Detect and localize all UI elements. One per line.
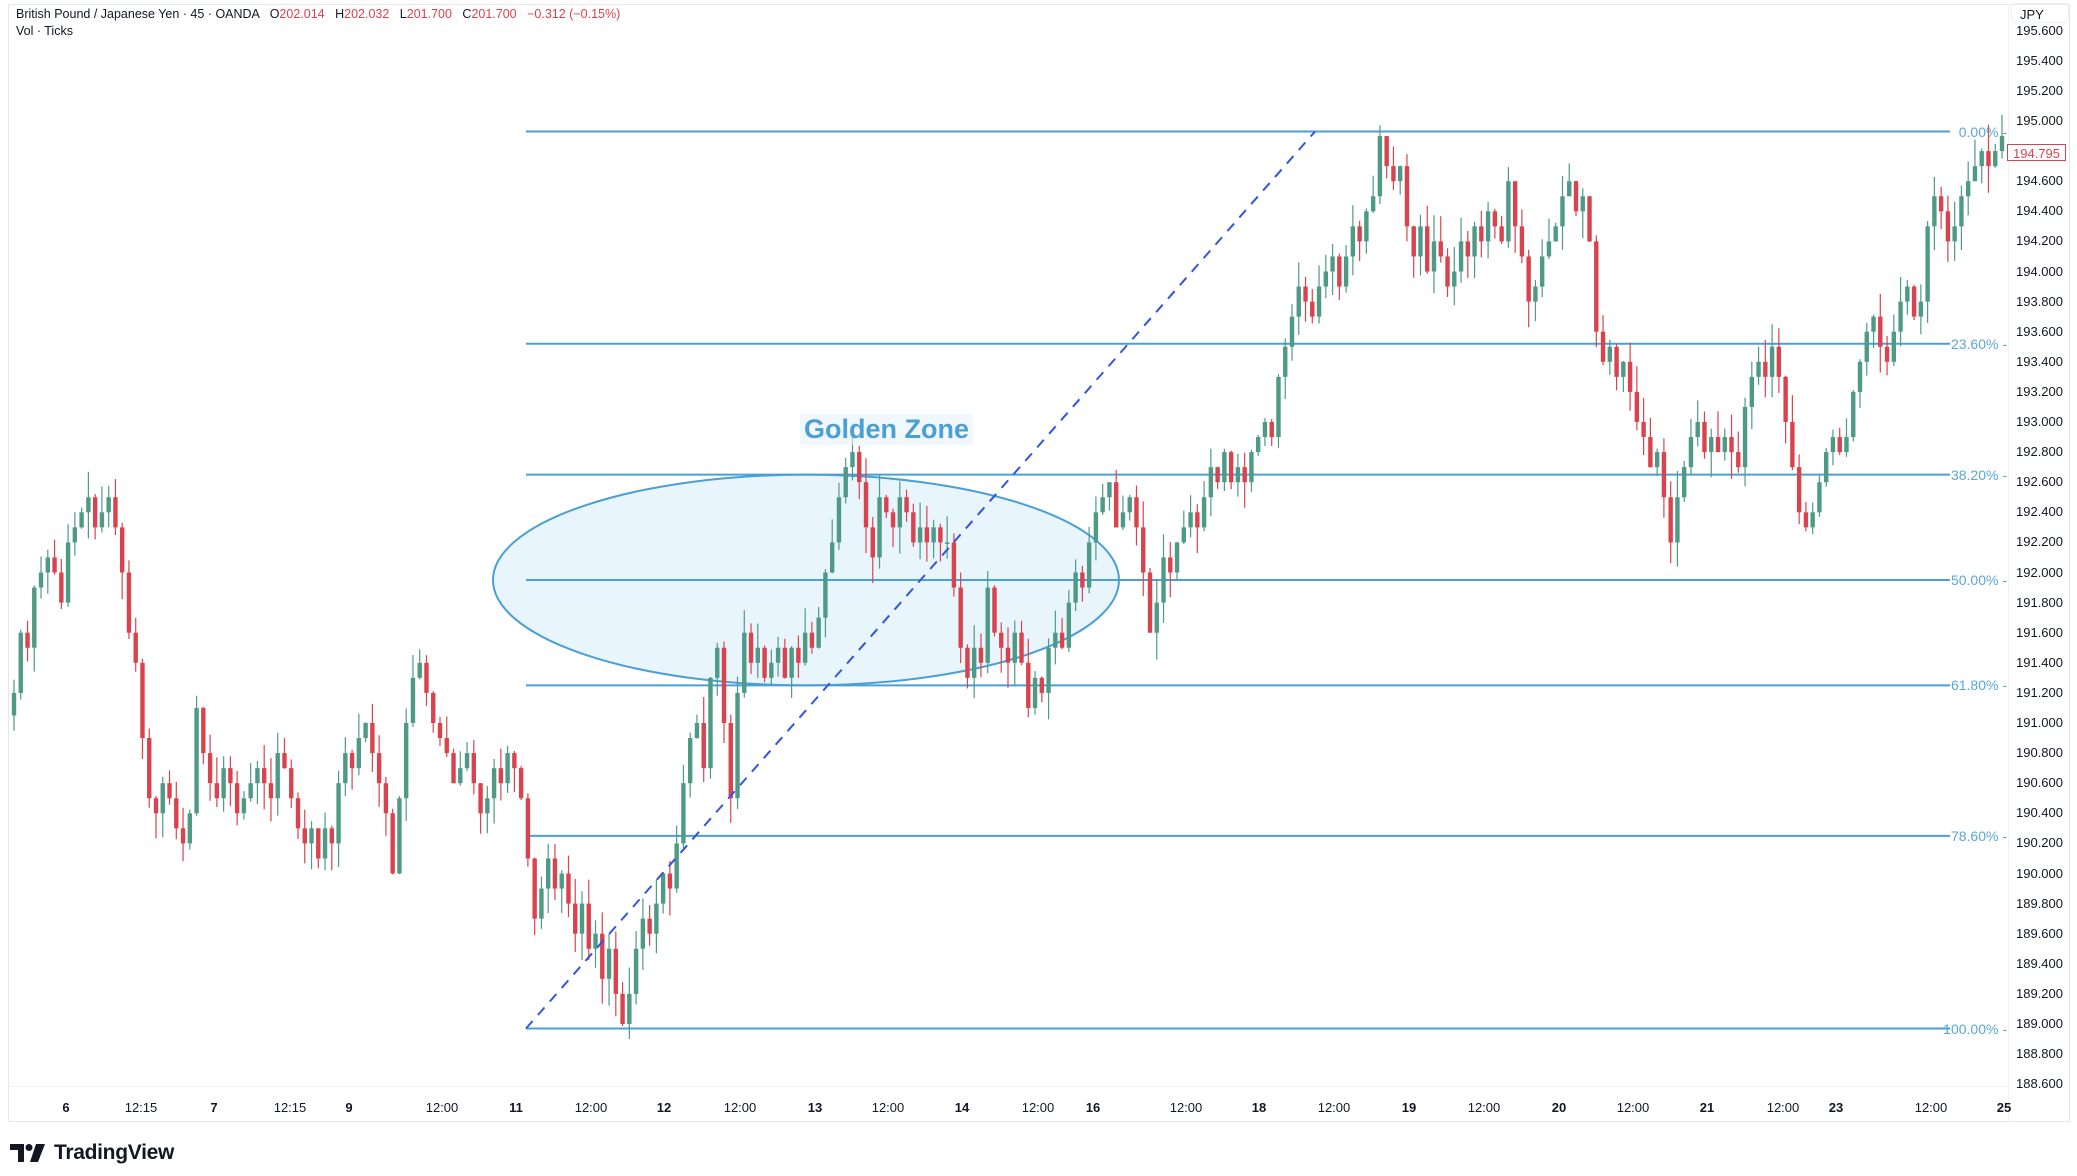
time-tick: 20 [1551, 1100, 1567, 1115]
change-value: −0.312 (−0.15%) [527, 7, 621, 21]
time-tick: 16 [1085, 1100, 1101, 1115]
time-tick: 12:00 [871, 1100, 905, 1115]
price-tick: 190.200 [2016, 835, 2063, 851]
price-axis-separator [2008, 4, 2009, 1122]
price-tick: 195.600 [2016, 22, 2063, 38]
price-tick: 194.600 [2016, 173, 2063, 189]
fib-level-label: 23.60% - [1950, 335, 2007, 352]
price-tick: 195.000 [2016, 113, 2063, 128]
price-tick: 192.200 [2016, 534, 2063, 550]
time-tick: 12:00 [1766, 1100, 1800, 1115]
time-tick: 19 [1401, 1100, 1417, 1115]
price-tick: 190.600 [2016, 775, 2063, 791]
time-tick: 12 [656, 1100, 672, 1115]
price-tick: 192.600 [2016, 474, 2063, 490]
time-tick: 12:00 [1914, 1100, 1948, 1115]
low-value: 201.700 [406, 7, 452, 21]
price-tick: 194.400 [2016, 203, 2063, 219]
price-tick: 193.200 [2016, 383, 2063, 399]
symbol-line: British Pound / Japanese Yen · 45 · OAND… [16, 6, 620, 23]
low-label: L [399, 7, 407, 21]
price-tick: 189.200 [2016, 985, 2063, 1001]
time-tick: 12:00 [425, 1100, 459, 1115]
time-tick: 12:00 [1467, 1100, 1501, 1115]
price-tick: 191.000 [2016, 715, 2063, 730]
high-value: 202.032 [344, 7, 390, 21]
time-tick: 25 [1996, 1100, 2012, 1115]
last-price-tag: 194.795 [2007, 144, 2066, 161]
time-tick: 12:00 [723, 1100, 757, 1115]
time-tick: 12:00 [1317, 1100, 1351, 1115]
fib-level-label: 38.20% - [1950, 466, 2007, 483]
price-tick: 192.800 [2016, 444, 2063, 460]
candles [11, 114, 2005, 1040]
tradingview-logo-icon [10, 1144, 45, 1162]
price-tick: 195.200 [2016, 82, 2063, 98]
fib-level-label: 0.00% - [1958, 123, 2007, 140]
price-tick: 194.200 [2016, 233, 2063, 249]
currency-selector[interactable]: JPY [2011, 3, 2069, 23]
price-tick: 192.000 [2016, 564, 2063, 580]
price-tick: 189.800 [2016, 895, 2063, 911]
price-tick: 188.600 [2016, 1076, 2063, 1092]
time-tick: 13 [807, 1100, 823, 1115]
time-tick: 12:00 [574, 1100, 608, 1115]
time-tick: 12:00 [1616, 1100, 1650, 1115]
volume-indicator-label[interactable]: Vol · Ticks [16, 24, 73, 38]
price-tick: 193.800 [2016, 293, 2063, 309]
time-tick: 14 [954, 1100, 970, 1115]
chart-frame [8, 4, 2070, 1122]
price-tick: 190.800 [2016, 745, 2063, 761]
time-tick: 18 [1251, 1100, 1267, 1115]
time-tick: 12:00 [1169, 1100, 1203, 1115]
price-tick: 193.600 [2016, 323, 2063, 339]
close-label: C [462, 7, 472, 21]
open-label: O [269, 7, 280, 21]
tradingview-logo[interactable]: TradingView [10, 1141, 174, 1165]
time-tick: 7 [210, 1100, 218, 1115]
price-tick: 189.600 [2016, 925, 2063, 941]
price-tick: 191.200 [2016, 684, 2063, 700]
time-tick: 12:00 [1021, 1100, 1055, 1115]
time-tick: 6 [62, 1100, 70, 1115]
golden-zone-label[interactable]: Golden Zone [800, 414, 973, 445]
high-label: H [335, 7, 345, 21]
time-tick: 11 [509, 1100, 523, 1115]
price-tick: 191.800 [2016, 594, 2063, 610]
price-tick: 191.400 [2016, 654, 2063, 670]
time-tick: 9 [345, 1100, 353, 1115]
fibonacci-retracement[interactable] [526, 130, 1950, 1030]
price-tick: 191.600 [2016, 624, 2063, 640]
price-tick: 194.000 [2016, 263, 2063, 279]
price-tick: 190.000 [2016, 865, 2063, 881]
fib-level-label: 78.60% - [1950, 827, 2007, 844]
price-tick: 190.400 [2016, 805, 2063, 821]
price-tick: 192.400 [2016, 504, 2063, 520]
price-tick: 193.400 [2016, 353, 2063, 369]
chart-legend: British Pound / Japanese Yen · 45 · OAND… [16, 6, 620, 40]
price-tick: 193.000 [2016, 414, 2063, 429]
fib-level-label: 50.00% - [1950, 572, 2007, 589]
time-axis-separator [8, 1086, 2008, 1087]
time-tick: 12:15 [273, 1100, 307, 1115]
fib-level-label: 100.00% - [1943, 1020, 2007, 1037]
fib-level-label: 61.80% - [1950, 677, 2007, 694]
trend-line[interactable] [525, 130, 1316, 1030]
symbol-title[interactable]: British Pound / Japanese Yen · 45 · OAND… [16, 7, 260, 21]
time-tick: 21 [1699, 1100, 1715, 1115]
price-tick: 189.000 [2016, 1016, 2063, 1031]
open-value: 202.014 [279, 7, 325, 21]
price-tick: 189.400 [2016, 955, 2063, 971]
price-tick: 195.400 [2016, 52, 2063, 68]
time-tick: 12:15 [124, 1100, 158, 1115]
brand-name: TradingView [54, 1141, 175, 1164]
price-tick: 188.800 [2016, 1046, 2063, 1062]
close-value: 201.700 [471, 7, 517, 21]
time-tick: 23 [1828, 1100, 1844, 1115]
